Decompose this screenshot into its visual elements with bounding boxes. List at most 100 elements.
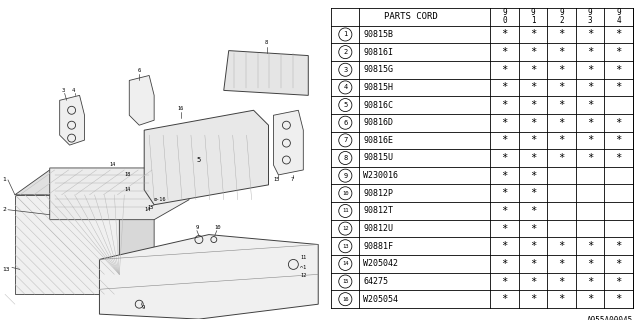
Text: *: * xyxy=(501,29,508,39)
Text: 90815B: 90815B xyxy=(364,30,394,39)
Text: *: * xyxy=(530,259,536,269)
Text: *: * xyxy=(501,118,508,128)
Text: 9
3: 9 3 xyxy=(588,8,593,26)
Text: W205042: W205042 xyxy=(364,260,399,268)
Polygon shape xyxy=(99,235,318,319)
Text: 12: 12 xyxy=(300,273,307,278)
Text: *: * xyxy=(501,206,508,216)
Text: 64275: 64275 xyxy=(364,277,388,286)
Text: 10: 10 xyxy=(214,225,220,230)
Text: 90881F: 90881F xyxy=(364,242,394,251)
Text: *: * xyxy=(501,224,508,234)
Text: *: * xyxy=(587,118,593,128)
Text: *: * xyxy=(501,294,508,304)
Text: 90815H: 90815H xyxy=(364,83,394,92)
Text: *: * xyxy=(530,241,536,251)
Text: *: * xyxy=(559,83,564,92)
Text: *: * xyxy=(530,47,536,57)
Text: *: * xyxy=(587,153,593,163)
Text: *: * xyxy=(616,65,622,75)
Text: 14: 14 xyxy=(109,163,116,167)
Text: W205054: W205054 xyxy=(364,295,399,304)
Text: 9
4: 9 4 xyxy=(616,8,621,26)
Text: *: * xyxy=(530,171,536,181)
Text: *: * xyxy=(587,135,593,145)
Text: *: * xyxy=(587,100,593,110)
Text: *: * xyxy=(530,294,536,304)
Text: 7: 7 xyxy=(291,177,294,182)
Text: *: * xyxy=(501,241,508,251)
Text: 11: 11 xyxy=(300,255,307,260)
Text: *: * xyxy=(587,241,593,251)
Text: 15: 15 xyxy=(342,279,349,284)
Text: *: * xyxy=(530,100,536,110)
Text: 6: 6 xyxy=(137,68,141,73)
Text: 15: 15 xyxy=(147,205,154,210)
Text: *: * xyxy=(501,135,508,145)
Text: 13: 13 xyxy=(342,244,349,249)
Text: 90816C: 90816C xyxy=(364,100,394,109)
Text: 4: 4 xyxy=(343,84,348,91)
Text: 2: 2 xyxy=(343,49,348,55)
Text: *: * xyxy=(501,65,508,75)
Text: *: * xyxy=(530,118,536,128)
Text: *: * xyxy=(587,294,593,304)
Text: 18: 18 xyxy=(124,172,131,177)
Text: *: * xyxy=(587,83,593,92)
Text: 5: 5 xyxy=(343,102,348,108)
Text: 9
0: 9 0 xyxy=(502,8,507,26)
Text: 10: 10 xyxy=(342,191,349,196)
Text: *: * xyxy=(559,29,564,39)
Text: *: * xyxy=(559,47,564,57)
Text: 5: 5 xyxy=(196,157,201,163)
Polygon shape xyxy=(224,51,308,95)
Text: 90816E: 90816E xyxy=(364,136,394,145)
Polygon shape xyxy=(119,170,154,294)
Text: 16: 16 xyxy=(342,297,349,302)
Text: 6: 6 xyxy=(343,120,348,126)
Text: *: * xyxy=(559,135,564,145)
Text: *: * xyxy=(530,276,536,286)
Text: *: * xyxy=(530,224,536,234)
Text: 90812T: 90812T xyxy=(364,206,394,215)
Text: *: * xyxy=(530,83,536,92)
Text: 9: 9 xyxy=(141,305,145,310)
Text: *: * xyxy=(530,188,536,198)
Text: 9
1: 9 1 xyxy=(531,8,535,26)
Text: *: * xyxy=(587,259,593,269)
Text: 90812P: 90812P xyxy=(364,189,394,198)
Text: *: * xyxy=(616,29,622,39)
Text: 1: 1 xyxy=(2,177,6,182)
Text: 90815G: 90815G xyxy=(364,65,394,74)
Text: *: * xyxy=(530,29,536,39)
Text: *: * xyxy=(559,276,564,286)
Polygon shape xyxy=(15,170,154,195)
Text: *: * xyxy=(616,83,622,92)
Text: *: * xyxy=(559,153,564,163)
Text: *: * xyxy=(559,259,564,269)
Text: *: * xyxy=(530,135,536,145)
Polygon shape xyxy=(60,95,84,145)
Text: *: * xyxy=(530,65,536,75)
Text: 8: 8 xyxy=(343,155,348,161)
Text: *: * xyxy=(616,294,622,304)
Text: A955A00045: A955A00045 xyxy=(587,316,633,320)
Text: *: * xyxy=(559,294,564,304)
Text: 11: 11 xyxy=(342,208,349,213)
Polygon shape xyxy=(50,145,189,220)
Text: 14: 14 xyxy=(124,187,131,192)
Text: *: * xyxy=(587,47,593,57)
Text: 9
2: 9 2 xyxy=(559,8,564,26)
Text: *: * xyxy=(501,100,508,110)
Polygon shape xyxy=(144,110,269,205)
Text: *: * xyxy=(616,118,622,128)
Text: *: * xyxy=(616,153,622,163)
Text: 90816D: 90816D xyxy=(364,118,394,127)
Text: *: * xyxy=(501,47,508,57)
Text: 90816I: 90816I xyxy=(364,48,394,57)
Text: 12: 12 xyxy=(342,226,349,231)
Polygon shape xyxy=(273,110,303,175)
Text: 14: 14 xyxy=(144,207,150,212)
Text: ∅-16: ∅-16 xyxy=(154,197,166,202)
Polygon shape xyxy=(15,195,119,294)
